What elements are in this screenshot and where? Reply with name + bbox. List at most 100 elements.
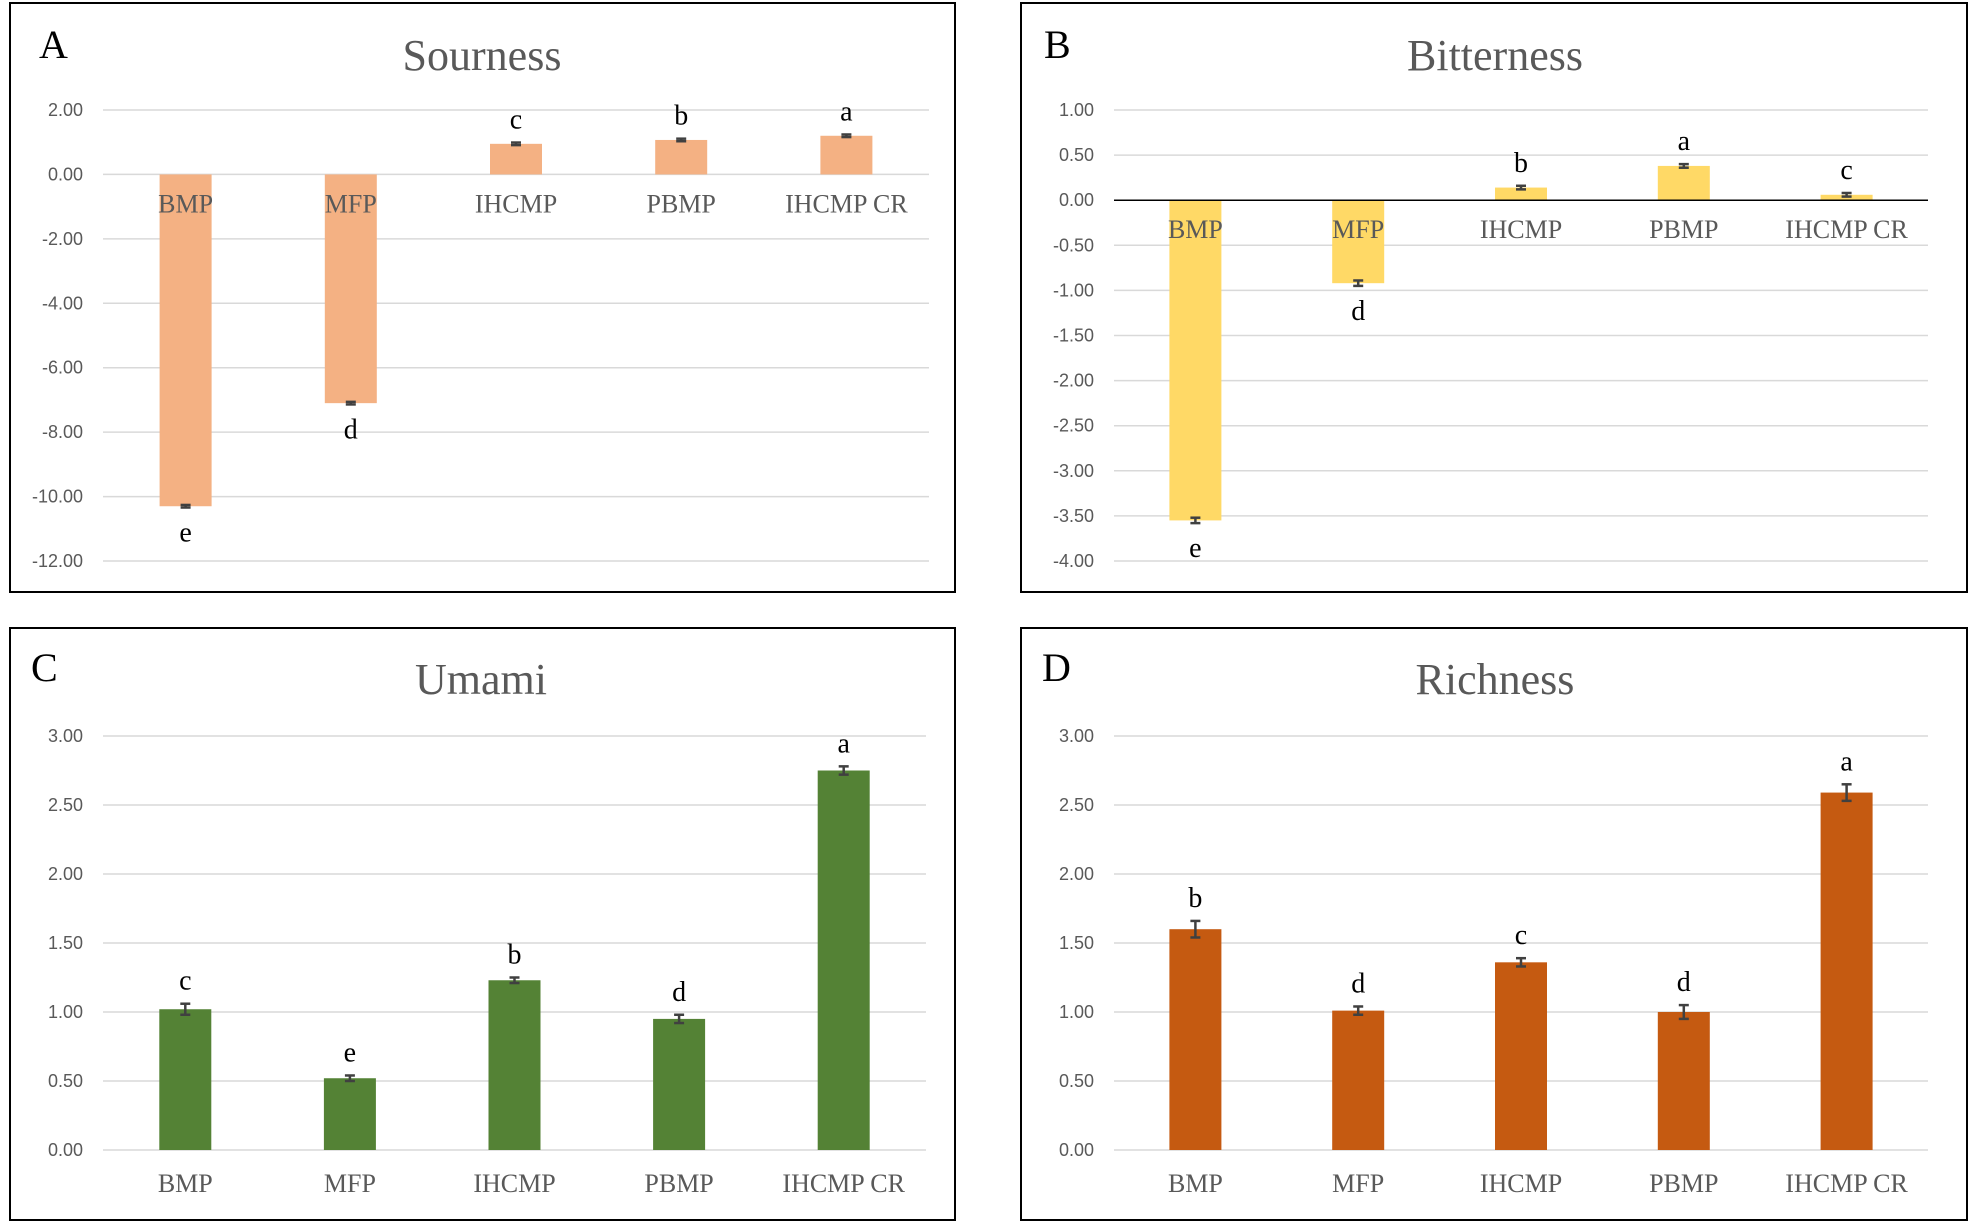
error-bar	[511, 141, 521, 147]
x-tick-label: PBMP	[1649, 215, 1718, 244]
error-bar	[509, 976, 520, 985]
bar-mfp	[1332, 1010, 1385, 1150]
x-tick-label: IHCMP CR	[1785, 215, 1908, 244]
bar-ihcmp	[490, 143, 542, 175]
y-tick-label: 1.00	[48, 1002, 83, 1022]
error-bar	[180, 1002, 191, 1017]
error-bar	[345, 400, 356, 406]
x-tick-label: MFP	[325, 189, 377, 218]
y-tick-label: 0.00	[1059, 190, 1094, 210]
y-tick-label: 3.00	[48, 726, 83, 746]
error-bar	[1516, 956, 1526, 968]
error-bar	[1516, 184, 1526, 191]
chart-umami: C Umami 3.00 2.50 2.00 1.50 1.00 0.50 0.00 c BMP…	[31, 645, 926, 1198]
x-tick-label: BMP	[1168, 215, 1223, 244]
significance-label: d	[1351, 296, 1365, 327]
significance-label: d	[1677, 967, 1691, 998]
y-tick-label: 0.50	[1059, 1071, 1094, 1091]
y-tick-label: 1.00	[1059, 100, 1094, 120]
chart-richness: D Richness 3.00 2.50 2.00 1.50 1.00 0.50 0.00 b…	[1042, 645, 1928, 1198]
y-tick-label: 2.00	[1059, 864, 1094, 884]
y-tick-label: -3.50	[1053, 506, 1094, 526]
error-bar	[838, 765, 849, 776]
chart-title: Bitterness	[1407, 31, 1583, 80]
y-tick-label: 1.50	[48, 933, 83, 953]
x-tick-label: IHCMP	[1480, 1169, 1562, 1198]
y-tick-label: -6.00	[42, 358, 83, 378]
significance-label: a	[840, 96, 853, 127]
significance-label: d	[344, 414, 358, 445]
y-tick-label: -1.50	[1053, 326, 1094, 346]
bar-ihcmp-cr	[820, 135, 873, 175]
bar-mfp	[323, 1078, 376, 1150]
y-tick-label: 3.00	[1059, 726, 1094, 746]
error-bar	[1353, 279, 1364, 288]
x-tick-label: BMP	[1168, 1169, 1223, 1198]
bar-pbmp	[1657, 165, 1710, 201]
x-tick-label: IHCMP	[1480, 215, 1562, 244]
x-tick-label: MFP	[324, 1169, 376, 1198]
y-tick-label: -4.00	[1053, 551, 1094, 571]
bar-bmp	[1169, 929, 1222, 1150]
panel-richness: D Richness 3.00 2.50 2.00 1.50 1.00 0.50 0.00 b…	[1020, 627, 1968, 1221]
bar-pbmp	[1657, 1012, 1710, 1150]
y-tick-label: -4.00	[42, 293, 83, 313]
x-tick-label: IHCMP CR	[785, 189, 908, 218]
y-tick-label: 2.00	[48, 864, 83, 884]
x-tick-label: IHCMP CR	[1785, 1169, 1908, 1198]
significance-label: d	[1351, 968, 1365, 999]
significance-label: b	[1188, 883, 1202, 914]
significance-label: b	[508, 940, 522, 971]
x-tick-label: BMP	[158, 189, 213, 218]
panel-umami: C Umami 3.00 2.50 2.00 1.50 1.00 0.50 0.00 c BMP…	[9, 627, 956, 1221]
bar-ihcmp	[1495, 962, 1547, 1150]
x-tick-label: IHCMP	[475, 189, 557, 218]
chart-title: Umami	[415, 655, 547, 704]
significance-label: a	[1678, 126, 1691, 157]
x-tick-label: PBMP	[1649, 1169, 1718, 1198]
error-bar	[1353, 1005, 1364, 1017]
bar-mfp	[324, 174, 377, 404]
error-bar	[1841, 783, 1852, 803]
x-tick-label: IHCMP	[473, 1169, 555, 1198]
bar-ihcmp	[1495, 187, 1547, 201]
significance-label: e	[344, 1037, 356, 1068]
y-tick-label: 1.50	[1059, 933, 1094, 953]
bar-ihcmp	[488, 980, 541, 1150]
y-tick-label: -8.00	[42, 422, 83, 442]
error-bar	[674, 1013, 685, 1025]
significance-label: c	[510, 105, 522, 136]
significance-label: d	[672, 977, 686, 1008]
error-bar	[676, 137, 687, 143]
chart-bitterness: B Bitterness 1.00 0.50 0.00 -0.50 -1.00 -1.50…	[1044, 22, 1928, 571]
bar-bmp	[1169, 200, 1222, 521]
panel-label: B	[1044, 22, 1071, 67]
chart-title: Sourness	[403, 31, 562, 80]
y-tick-label: 2.00	[48, 100, 83, 120]
y-tick-label: -1.00	[1053, 280, 1094, 300]
bar-ihcmp-cr	[817, 770, 870, 1150]
error-bar	[1190, 516, 1201, 525]
y-tick-label: -2.00	[1053, 371, 1094, 391]
significance-label: c	[1515, 920, 1527, 951]
bar-bmp	[159, 174, 212, 507]
y-tick-label: -10.00	[32, 487, 83, 507]
significance-label: b	[1514, 148, 1528, 179]
x-tick-label: BMP	[158, 1169, 213, 1198]
x-tick-label: PBMP	[644, 1169, 713, 1198]
chart-sourness: A Sourness 2.00 0.00 -2.00 -4.00 -6.00 -8.00 -…	[32, 22, 929, 571]
bar-ihcmp-cr	[1820, 792, 1873, 1150]
bar-pbmp	[655, 139, 708, 175]
y-tick-label: 0.00	[48, 164, 83, 184]
bar-bmp	[159, 1009, 212, 1150]
error-bar	[1678, 1003, 1689, 1021]
y-tick-label: 0.00	[48, 1140, 83, 1160]
bar-pbmp	[653, 1018, 706, 1150]
y-tick-label: -2.00	[42, 229, 83, 249]
error-bar	[841, 133, 852, 139]
y-tick-label: 2.50	[48, 795, 83, 815]
panel-label: D	[1042, 645, 1071, 690]
x-tick-label: MFP	[1332, 215, 1384, 244]
error-bar	[1841, 191, 1852, 198]
y-tick-label: 1.00	[1059, 1002, 1094, 1022]
